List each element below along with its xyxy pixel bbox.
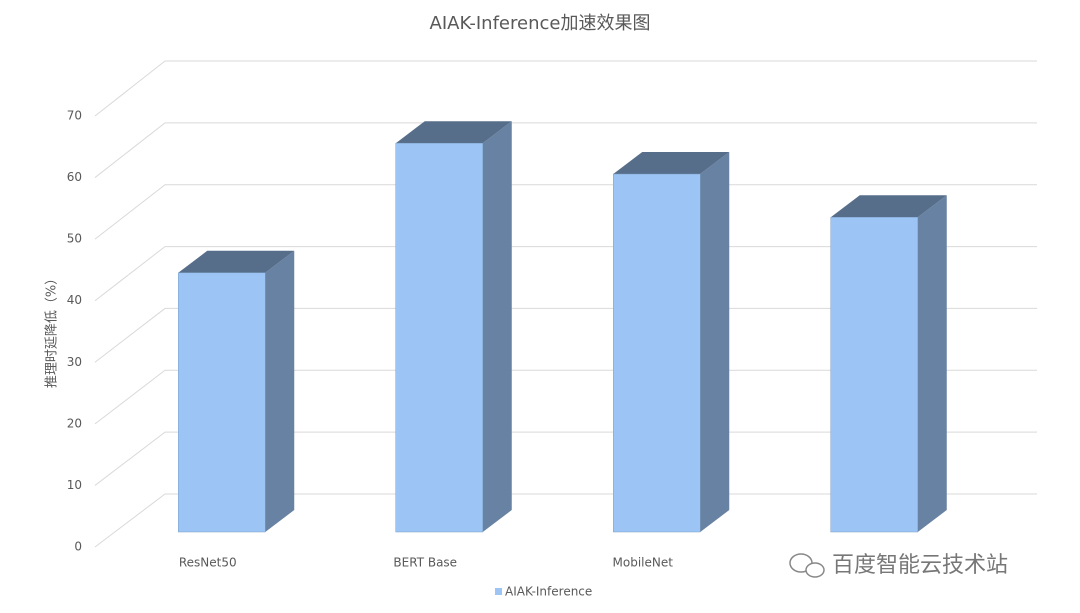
x-tick-label: MobileNet	[613, 556, 674, 570]
y-tick-label: 10	[67, 478, 82, 492]
bar-side	[265, 250, 295, 533]
bar-side	[700, 152, 730, 533]
grid-line	[94, 369, 1037, 425]
bar	[178, 272, 266, 533]
x-tick-label: ResNet50	[179, 556, 237, 570]
bar-top	[613, 152, 730, 175]
y-tick-label: 30	[67, 355, 82, 369]
grid-line	[94, 60, 1037, 117]
grid-line	[94, 184, 1037, 240]
grid-line	[94, 122, 1037, 178]
bar-side	[482, 121, 512, 532]
bar-top	[830, 195, 947, 218]
y-tick-label: 50	[67, 232, 82, 246]
bar-side	[917, 195, 947, 532]
bar-top	[395, 121, 512, 144]
bar	[830, 217, 918, 533]
legend-swatch	[495, 588, 502, 595]
x-tick-label: BERT Base	[393, 556, 457, 570]
y-tick-label: 60	[67, 170, 82, 184]
watermark-icon	[789, 553, 825, 578]
watermark: 百度智能云技术站	[832, 553, 1008, 578]
bar	[395, 142, 483, 533]
y-tick-label: 20	[67, 416, 82, 430]
y-tick-label: 70	[67, 109, 82, 123]
y-tick-label: 40	[67, 293, 82, 307]
y-tick-label: 0	[74, 540, 82, 554]
grid-line	[94, 307, 1037, 363]
grid-line	[94, 493, 1037, 548]
y-axis-label: 推理时延降低（%）	[45, 272, 60, 388]
grid-line	[94, 246, 1037, 302]
chart-title: AIAK-Inference加速效果图	[430, 13, 651, 34]
grid-line	[94, 431, 1037, 486]
bar-top	[178, 250, 295, 273]
legend-label: AIAK-Inference	[505, 585, 592, 599]
bar	[613, 173, 701, 533]
